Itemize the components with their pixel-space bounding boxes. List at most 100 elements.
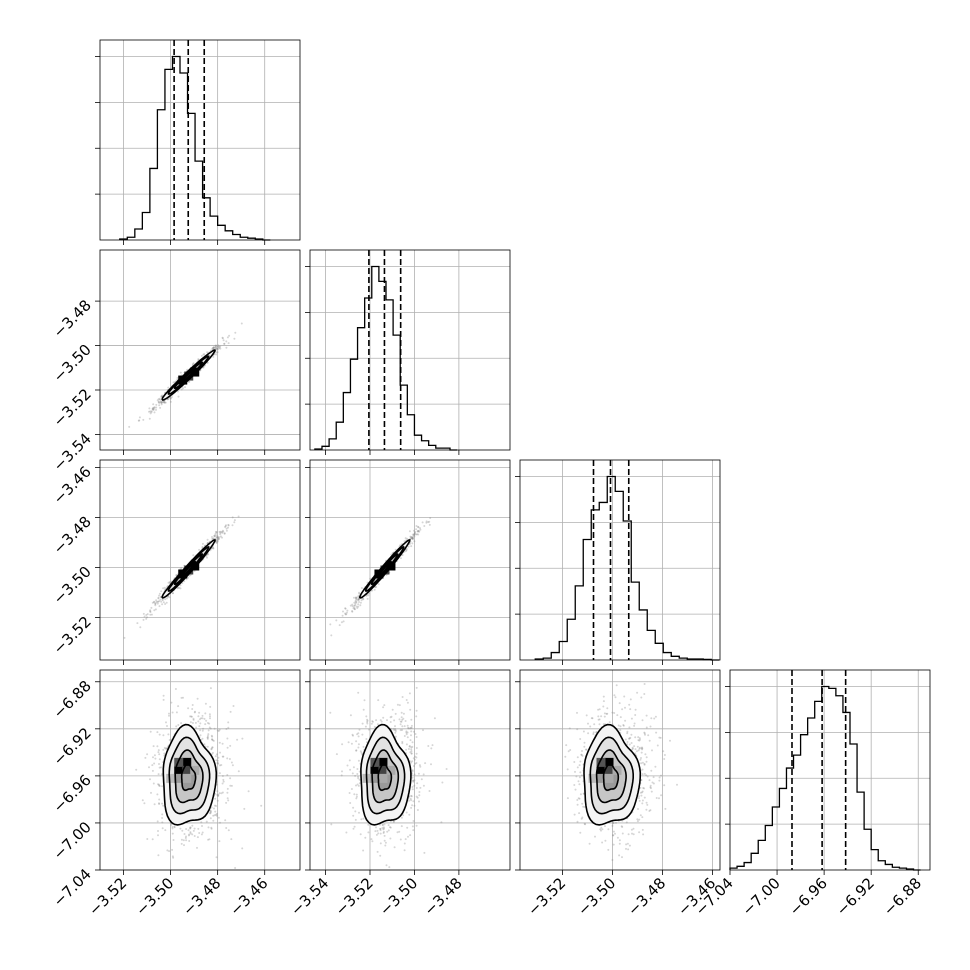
scatter-point [384, 844, 387, 847]
density-cell [174, 765, 184, 775]
scatter-point [216, 536, 219, 539]
scatter-point [160, 401, 163, 404]
scatter-point [358, 591, 360, 594]
scatter-point [151, 407, 154, 410]
scatter-point [578, 797, 581, 800]
scatter-point [410, 752, 413, 755]
scatter-point [377, 699, 380, 702]
scatter-point [613, 712, 616, 714]
scatter-point [393, 846, 396, 849]
scatter-point [217, 793, 220, 796]
scatter-point [358, 782, 361, 785]
scatter-point [182, 839, 185, 842]
density-cell [378, 757, 388, 767]
scatter-point [210, 827, 213, 830]
scatter-point [221, 337, 224, 340]
scatter-point [216, 347, 219, 350]
scatter-point [643, 693, 646, 695]
scatter-point [221, 536, 223, 539]
scatter-panel-0-3 [99, 669, 301, 871]
scatter-point [201, 825, 203, 827]
scatter-point [413, 773, 416, 776]
scatter-point [162, 401, 165, 404]
scatter-point [219, 531, 222, 534]
scatter-point [341, 770, 343, 773]
scatter-point [410, 536, 413, 539]
scatter-point [576, 711, 578, 714]
scatter-point [155, 403, 158, 406]
scatter-point [215, 345, 218, 348]
scatter-point [173, 826, 176, 829]
scatter-point [157, 401, 160, 404]
scatter-point [164, 598, 167, 601]
scatter-point [214, 797, 217, 800]
scatter-point [359, 833, 362, 836]
scatter-point [201, 717, 204, 720]
scatter-point [227, 342, 230, 345]
scatter-point [410, 794, 413, 797]
scatter-point [218, 772, 221, 775]
scatter-point [383, 827, 385, 830]
scatter-point [357, 775, 359, 778]
scatter-point [411, 537, 414, 540]
scatter-point [196, 836, 199, 839]
scatter-point [169, 397, 172, 400]
panel-frame [309, 459, 511, 661]
scatter-point [658, 736, 661, 739]
scatter-point [379, 842, 382, 845]
scatter-point [163, 746, 166, 749]
scatter-point [152, 408, 155, 411]
scatter-point [405, 731, 408, 734]
scatter-point [215, 856, 218, 859]
scatter-point [213, 535, 216, 537]
scatter-point [641, 802, 644, 805]
scatter-point [214, 535, 216, 538]
scatter-point [177, 586, 180, 589]
scatter-point [220, 764, 223, 766]
contour-line [167, 546, 210, 592]
scatter-point [564, 755, 567, 758]
scatter-point [369, 577, 372, 580]
scatter-point [212, 347, 215, 349]
scatter-point [123, 636, 126, 639]
scatter-point [160, 590, 163, 593]
scatter-point [591, 717, 594, 720]
scatter-point [445, 768, 448, 770]
scatter-point [356, 768, 359, 770]
scatter-point [158, 803, 161, 805]
scatter-point [412, 534, 415, 536]
scatter-point [367, 823, 370, 826]
scatter-point [149, 412, 152, 415]
contour-line [162, 723, 218, 826]
scatter-point [194, 710, 196, 713]
scatter-point [635, 750, 638, 753]
scatter-point [204, 723, 207, 726]
scatter-point [211, 738, 214, 741]
scatter-point [601, 841, 604, 844]
scatter-point [640, 757, 642, 759]
scatter-point [410, 748, 413, 751]
scatter-point [582, 792, 585, 795]
scatter-point [652, 776, 655, 779]
scatter-point [222, 780, 225, 783]
scatter-point [622, 724, 625, 727]
scatter-point [602, 700, 605, 703]
scatter-point [646, 803, 649, 806]
scatter-panel-1-2 [309, 459, 511, 661]
scatter-point [402, 712, 405, 715]
scatter-point [400, 816, 403, 819]
scatter-point [388, 866, 391, 869]
scatter-point [182, 387, 184, 390]
scatter-point [373, 725, 376, 728]
panel-content [564, 683, 678, 861]
scatter-point [192, 362, 195, 365]
scatter-point [396, 831, 399, 834]
scatter-point [345, 611, 348, 614]
scatter-point [592, 733, 595, 735]
scatter-point [202, 366, 205, 369]
scatter-point [415, 736, 418, 738]
scatter-point [639, 738, 641, 741]
scatter-point [639, 758, 642, 761]
scatter-point [357, 777, 360, 780]
scatter-point [215, 814, 218, 817]
